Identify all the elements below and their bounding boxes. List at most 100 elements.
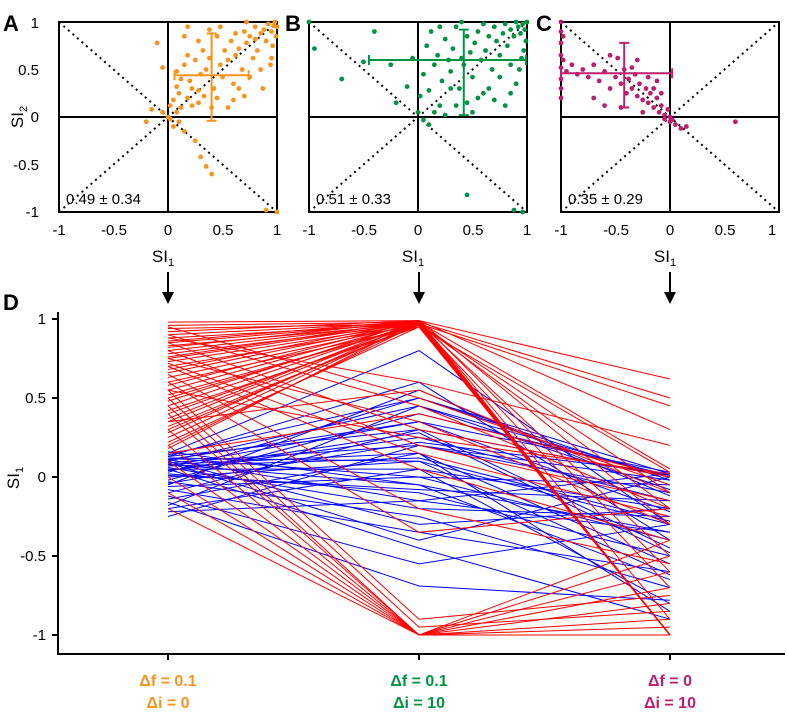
data-point (200, 48, 206, 53)
red-series-line (167, 326, 671, 636)
data-point (214, 95, 220, 101)
data-point (629, 65, 635, 70)
x-tick-c-1: -1 (554, 222, 567, 239)
data-point (522, 27, 528, 32)
red-series-line (167, 319, 671, 573)
x-tick-c-4: 0.5 (715, 222, 736, 239)
data-point (491, 97, 497, 103)
errorbars-a (173, 32, 250, 122)
data-point (426, 88, 432, 93)
data-point (615, 55, 621, 61)
red-series-line (167, 337, 671, 446)
data-point (393, 100, 399, 106)
data-point (442, 36, 448, 42)
red-series-line (167, 362, 671, 517)
data-point (273, 33, 279, 39)
data-point (558, 95, 564, 101)
data-point (521, 48, 527, 53)
x-tick-a-3: 0 (164, 222, 172, 239)
data-point (662, 116, 667, 122)
data-point (515, 24, 521, 30)
data-point (596, 78, 602, 84)
data-point (154, 40, 160, 46)
data-point (453, 24, 459, 30)
blue-series-line (167, 451, 671, 581)
data-point (171, 124, 176, 129)
data-point (502, 21, 508, 27)
data-point (511, 207, 517, 213)
y-tick-a-2: 0.5 (18, 62, 39, 79)
y-tick-a-1: 1 (31, 15, 39, 32)
data-point (421, 71, 426, 77)
condition-label-3-df: Δf = 0 (648, 673, 692, 690)
data-point (196, 100, 201, 106)
data-point (520, 209, 526, 215)
y-tick-d-2: 0.5 (25, 390, 46, 407)
data-point (560, 57, 566, 63)
data-point (143, 119, 149, 125)
red-series-line (167, 342, 671, 478)
data-point (236, 86, 242, 91)
red-series-line (167, 373, 671, 565)
stat-label-a: 0.49 ± 0.34 (66, 191, 141, 208)
data-point (270, 43, 276, 49)
data-point (665, 107, 671, 112)
lines-d (167, 319, 671, 636)
data-point (524, 19, 530, 25)
stat-label-b: 0.51 ± 0.33 (316, 191, 391, 208)
x-axis-label-b: SI1 (402, 247, 424, 269)
x-tick-b-3: 0 (414, 222, 422, 239)
data-point (268, 62, 273, 68)
red-series-line (167, 350, 671, 502)
data-point (464, 33, 470, 39)
x-tick-b-2: -0.5 (351, 222, 377, 239)
blue-series-line (167, 481, 671, 589)
data-point (174, 109, 180, 115)
data-point (486, 86, 492, 91)
condition-label-3-di: Δi = 10 (644, 695, 696, 712)
data-point (207, 27, 212, 32)
blue-series-line (167, 462, 671, 541)
data-point (247, 33, 253, 39)
data-point (651, 86, 657, 91)
data-point (580, 67, 586, 72)
data-point (467, 50, 473, 55)
data-point (497, 74, 503, 80)
data-point (613, 74, 618, 80)
data-point (450, 46, 456, 51)
data-point (569, 62, 575, 68)
data-point (269, 55, 274, 61)
data-point (181, 128, 187, 134)
data-point (513, 19, 519, 25)
data-point (448, 69, 454, 74)
red-series-line (167, 334, 671, 510)
x-tick-b-5: 1 (523, 222, 531, 239)
data-point (475, 95, 481, 101)
data-point (654, 95, 660, 101)
data-point (178, 105, 184, 110)
stat-label-c: 0.35 ± 0.29 (568, 191, 643, 208)
red-series-line (167, 358, 671, 525)
data-point (178, 76, 184, 82)
y-axis-label-d: SI1 (4, 467, 26, 489)
errorbars-b (367, 28, 527, 117)
data-point (733, 119, 738, 125)
data-point (265, 21, 271, 27)
data-point (231, 97, 236, 103)
data-point (312, 46, 317, 51)
x-axis-label-a: SI1 (152, 247, 174, 269)
data-point (272, 19, 278, 25)
data-point (645, 74, 651, 80)
arrows (162, 272, 676, 304)
data-point (233, 31, 238, 36)
data-point (252, 36, 258, 42)
arrow-down-icon (162, 272, 174, 304)
data-point (489, 67, 495, 72)
data-point (558, 86, 564, 91)
data-point (602, 103, 607, 108)
data-point (244, 19, 249, 25)
data-point (651, 105, 657, 110)
data-point (607, 86, 613, 91)
red-series-line (167, 323, 671, 510)
data-point (149, 107, 155, 112)
